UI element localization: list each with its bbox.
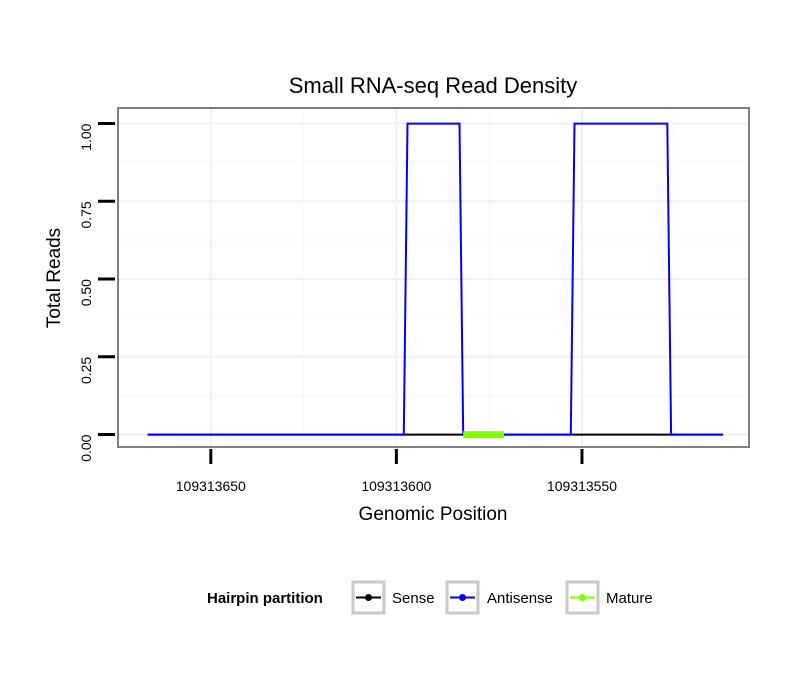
x-axis: 109313650 109313600 109313550 — [176, 449, 617, 494]
y-tick-label: 0.50 — [78, 279, 94, 306]
legend-label-antisense: Antisense — [487, 590, 553, 607]
y-tick-label: 0.75 — [78, 201, 94, 228]
x-tick-label: 109313550 — [547, 478, 617, 494]
plot-border — [117, 107, 750, 448]
legend-key-dot-antisense — [459, 594, 466, 601]
legend-key-dot-mature — [579, 594, 586, 601]
series-layer — [147, 122, 723, 439]
y-tick-label: 0.25 — [78, 357, 94, 384]
legend-label-mature: Mature — [606, 590, 653, 607]
y-tick-label: 1.00 — [78, 123, 94, 150]
legend-label-sense: Sense — [392, 590, 435, 607]
x-tick-label: 109313600 — [361, 478, 431, 494]
y-axis: 0.00 0.25 0.50 0.75 1.00 — [78, 122, 115, 462]
y-axis-title: Total Reads — [44, 228, 65, 328]
series-line-antisense — [147, 122, 723, 436]
legend-key-dot-sense — [365, 594, 372, 601]
legend: Hairpin partition Sense Antisense Mature — [207, 580, 653, 615]
legend-title: Hairpin partition — [207, 590, 323, 607]
plot-background — [118, 108, 749, 447]
legend-items: Sense Antisense Mature — [351, 580, 653, 615]
y-tick-label: 0.00 — [78, 434, 94, 461]
x-tick-label: 109313650 — [176, 478, 246, 494]
chart-title: Small RNA-seq Read Density — [289, 73, 578, 98]
x-axis-title: Genomic Position — [359, 504, 508, 525]
